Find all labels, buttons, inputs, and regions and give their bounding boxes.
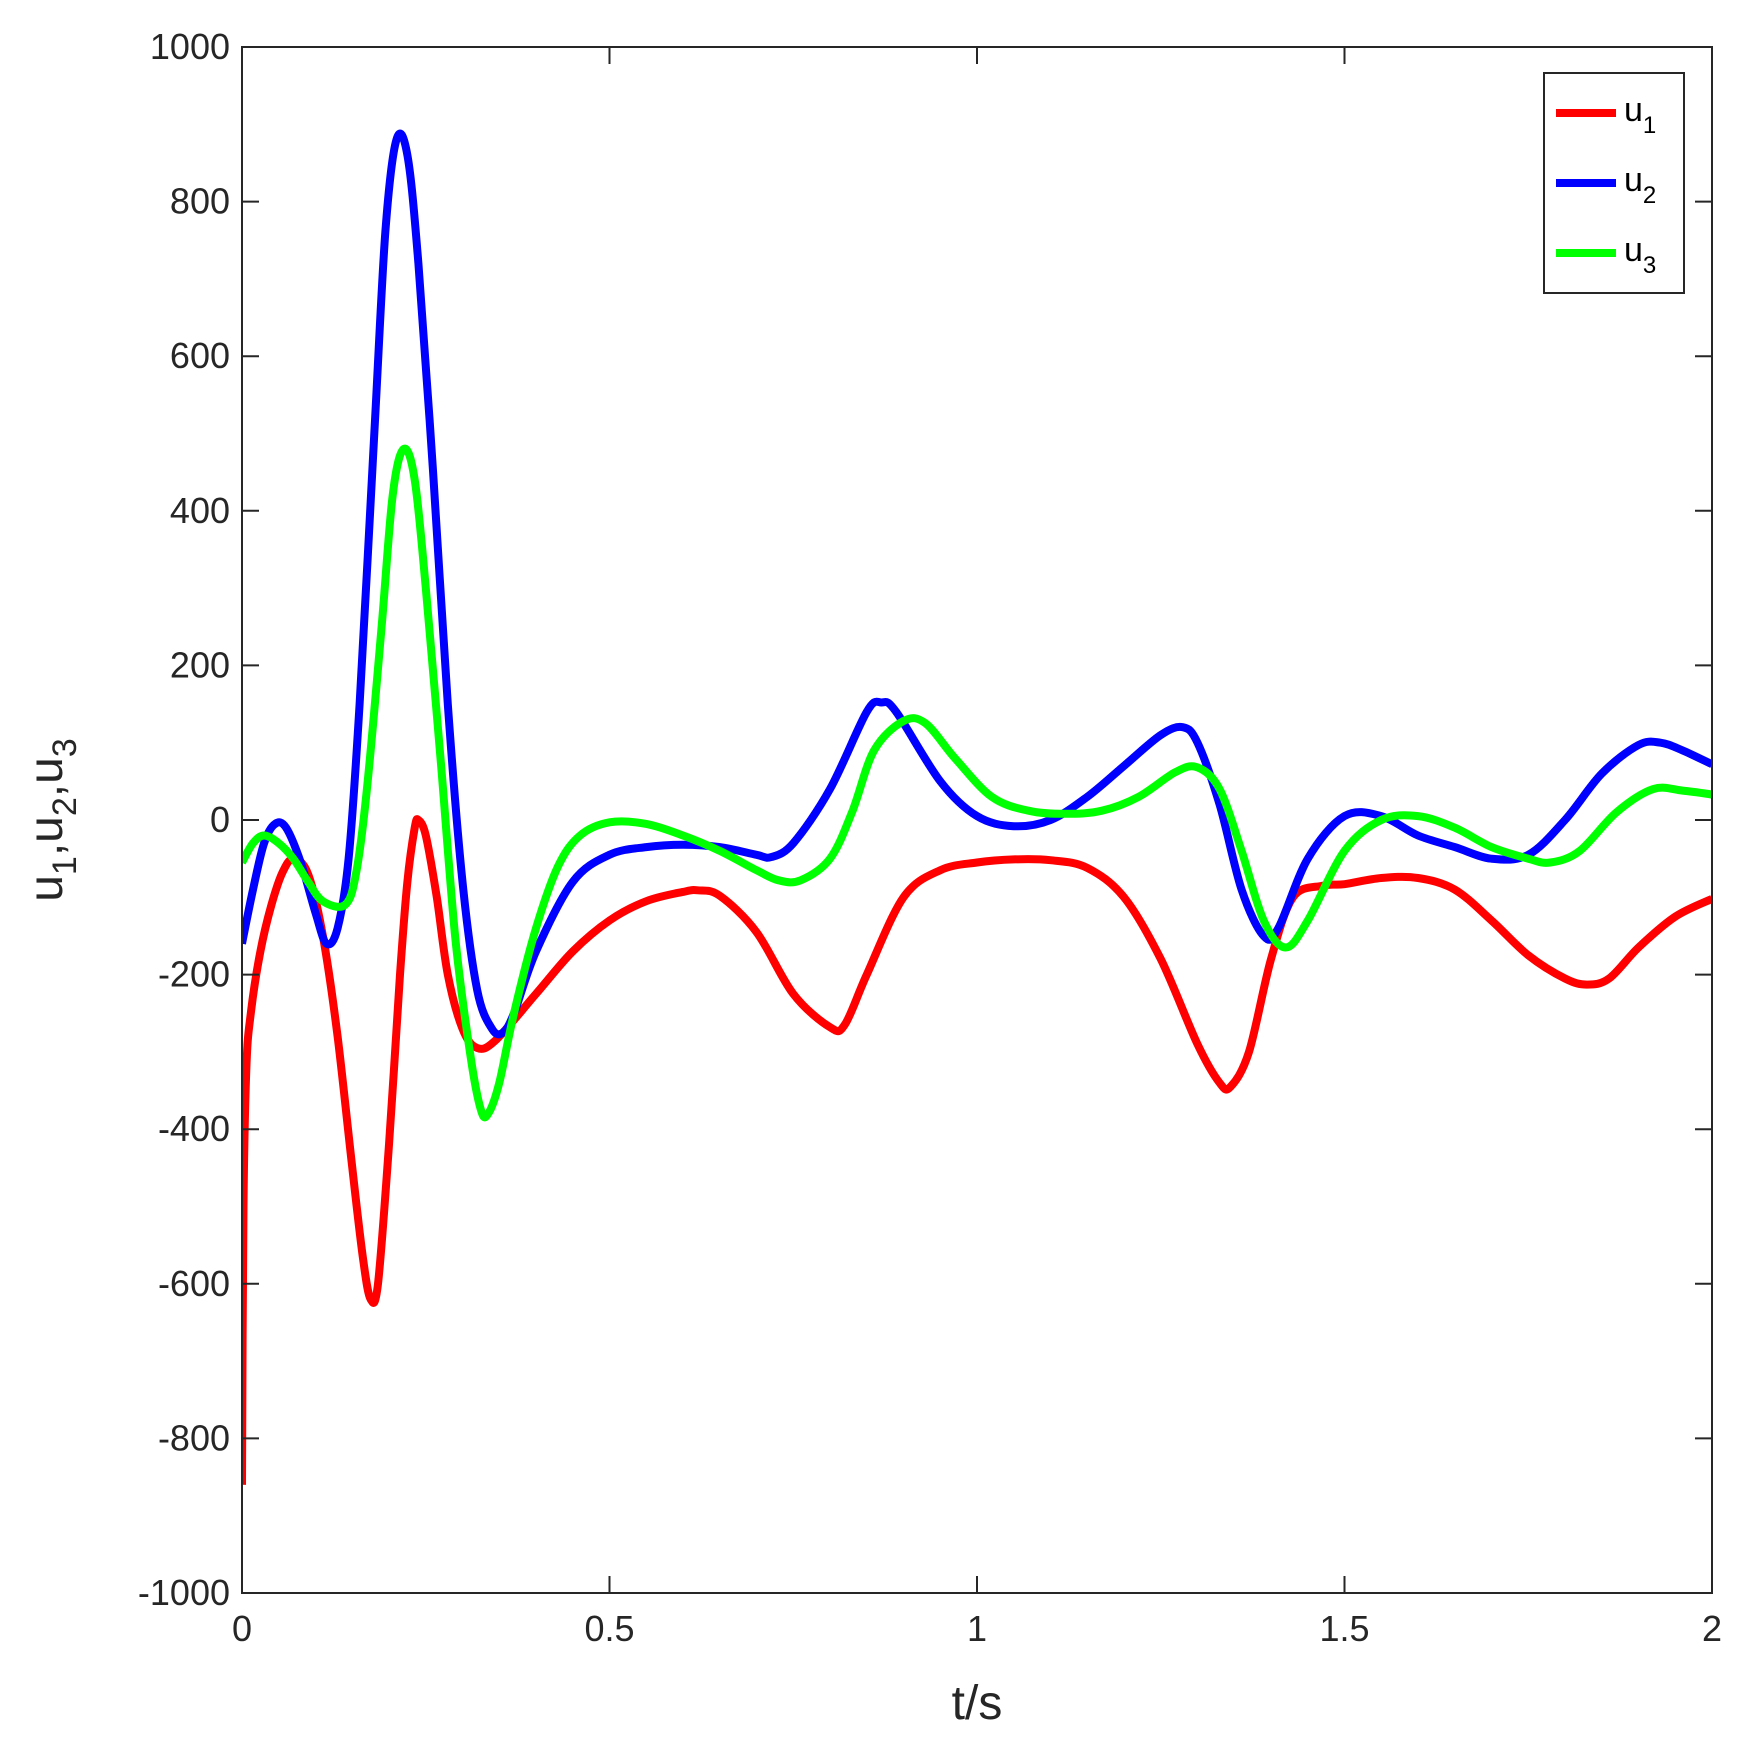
y-tick-label: 400 <box>170 490 230 531</box>
y-axis-title-separator: , <box>20 843 73 856</box>
legend-label-subscript: 1 <box>1643 112 1656 139</box>
legend-label-subscript: 2 <box>1643 182 1656 209</box>
y-axis-title-part: u <box>20 816 73 843</box>
y-axis-title-subscript: 1 <box>46 856 84 875</box>
y-tick-label: -600 <box>158 1263 230 1304</box>
y-tick-label: -800 <box>158 1417 230 1458</box>
y-axis-title: u1,u2,u3 <box>20 738 84 902</box>
y-tick-label: -200 <box>158 954 230 995</box>
legend-label-subscript: 3 <box>1643 252 1656 279</box>
series-lines <box>242 129 1712 1485</box>
y-tick-label: 600 <box>170 335 230 376</box>
y-axis-title-separator: , <box>20 784 73 797</box>
series-line-u3 <box>242 444 1712 1122</box>
y-axis-title-part: u <box>20 875 73 902</box>
series-line-u1 <box>242 815 1712 1485</box>
y-tick-label: -1000 <box>138 1572 230 1613</box>
legend-label-u2: u2 <box>1624 161 1656 209</box>
series-line-u2 <box>242 129 1712 1039</box>
y-axis-title-part: u <box>20 757 73 784</box>
x-tick-label: 2 <box>1702 1608 1722 1649</box>
y-axis-title-subscript: 3 <box>46 738 84 757</box>
legend-label-u3: u3 <box>1624 231 1656 279</box>
legend-label-base: u <box>1624 161 1643 199</box>
x-tick-label: 0 <box>232 1608 252 1649</box>
y-tick-label: 800 <box>170 181 230 222</box>
y-tick-label: 0 <box>210 799 230 840</box>
y-tick-label: -400 <box>158 1108 230 1149</box>
y-tick-label: 1000 <box>150 26 230 67</box>
y-axis-title-subscript: 2 <box>46 797 84 816</box>
x-tick-label: 1.5 <box>1319 1608 1369 1649</box>
x-axis-title: t/s <box>952 1677 1003 1730</box>
legend-label-u1: u1 <box>1624 91 1656 139</box>
axes: 0 0.5 1 1.5 2 -1000 -800 -600 -400 -200 0 200 400 600… <box>20 26 1722 1730</box>
y-tick-label: 200 <box>170 644 230 685</box>
legend-label-base: u <box>1624 231 1643 269</box>
legend-label-base: u <box>1624 91 1643 129</box>
x-tick-label: 1 <box>967 1608 987 1649</box>
x-tick-label: 0.5 <box>584 1608 634 1649</box>
